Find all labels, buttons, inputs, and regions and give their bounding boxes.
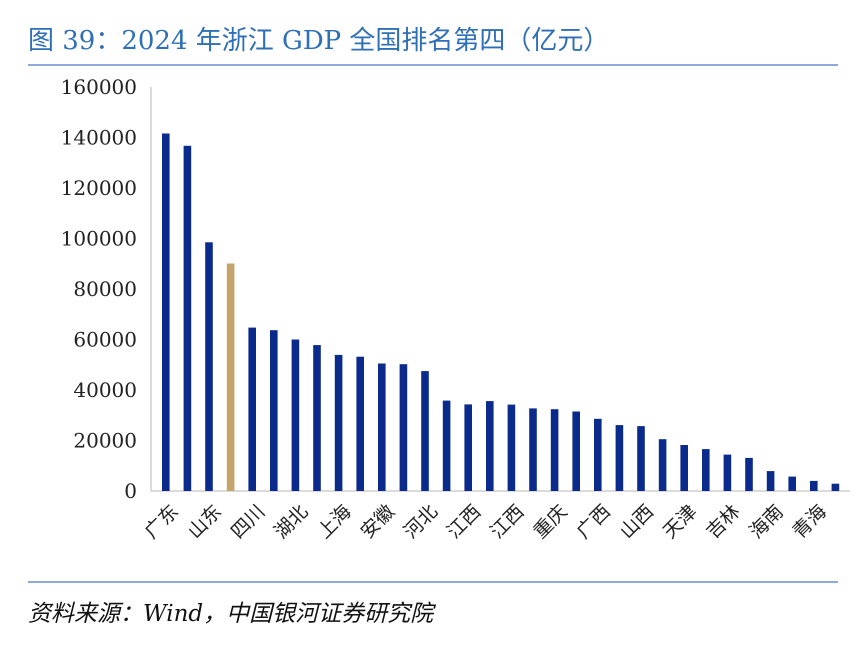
source-note: 资料来源：Wind，中国银河证券研究院 xyxy=(28,601,434,627)
bar xyxy=(572,411,580,491)
bar xyxy=(421,371,429,491)
bar xyxy=(658,439,667,491)
y-tick-label: 0 xyxy=(124,479,137,503)
x-category-label: 四川 xyxy=(227,501,269,543)
y-axis-ticks: 0 20000 40000 60000 80000 100000 120000 140000 1… xyxy=(61,75,137,503)
bar xyxy=(788,476,796,491)
bar xyxy=(831,483,840,491)
bar xyxy=(205,242,213,491)
y-tick-label: 100000 xyxy=(61,227,137,251)
bar xyxy=(810,480,818,491)
x-category-label: 广东 xyxy=(141,501,183,543)
y-tick-label: 20000 xyxy=(73,429,137,453)
y-tick-label: 60000 xyxy=(73,328,137,352)
y-tick-label: 120000 xyxy=(61,176,137,200)
bar xyxy=(637,426,645,491)
bar xyxy=(378,363,386,491)
bar xyxy=(356,356,364,491)
bar xyxy=(550,409,559,491)
figure-title: 图 39：2024 年浙江 GDP 全国排名第四（亿元） xyxy=(28,26,610,56)
bars-group xyxy=(162,133,840,492)
bar xyxy=(507,404,516,491)
bar xyxy=(702,449,710,491)
x-category-label: 天津 xyxy=(659,501,701,543)
bar xyxy=(442,400,451,491)
x-category-label: 山西 xyxy=(616,501,658,543)
x-category-label: 河北 xyxy=(400,501,442,543)
x-axis-labels: 广东 山东 四川 湖北 上海 安徽 河北 江西 江西 重庆 广西 山西 天津 吉林 海南 青海 xyxy=(141,501,831,543)
x-category-label: 安徽 xyxy=(357,501,399,543)
bar xyxy=(248,327,256,491)
x-category-label: 青海 xyxy=(789,501,831,543)
bar xyxy=(594,418,602,491)
x-category-label: 海南 xyxy=(745,501,787,543)
x-category-label: 湖北 xyxy=(270,501,312,543)
x-category-label: 江西 xyxy=(486,501,528,543)
bar-chart: 0 20000 40000 60000 80000 100000 120000 140000 1… xyxy=(61,75,851,543)
bar xyxy=(183,145,192,492)
x-category-label: 广西 xyxy=(573,501,615,543)
bar-highlight xyxy=(226,263,235,491)
bottom-divider xyxy=(28,581,838,583)
x-category-label: 重庆 xyxy=(529,501,571,543)
bar xyxy=(745,457,753,491)
bar xyxy=(162,133,170,491)
top-divider xyxy=(28,64,838,66)
bar xyxy=(399,364,408,491)
x-category-label: 江西 xyxy=(443,501,485,543)
bar xyxy=(766,471,775,491)
x-category-label: 山东 xyxy=(184,501,226,543)
y-tick-label: 140000 xyxy=(61,126,137,150)
bar xyxy=(486,401,494,491)
bar xyxy=(291,339,300,491)
x-category-label: 上海 xyxy=(313,501,355,543)
bar xyxy=(334,354,343,491)
bar xyxy=(723,454,732,491)
bar xyxy=(313,345,321,491)
bar xyxy=(529,408,537,491)
y-tick-label: 160000 xyxy=(61,75,137,99)
y-tick-label: 80000 xyxy=(73,277,137,301)
x-category-label: 吉林 xyxy=(702,501,744,543)
bar xyxy=(680,445,688,491)
y-tick-label: 40000 xyxy=(73,378,137,402)
bar xyxy=(464,404,472,491)
bar xyxy=(270,330,278,491)
bar xyxy=(615,425,624,491)
